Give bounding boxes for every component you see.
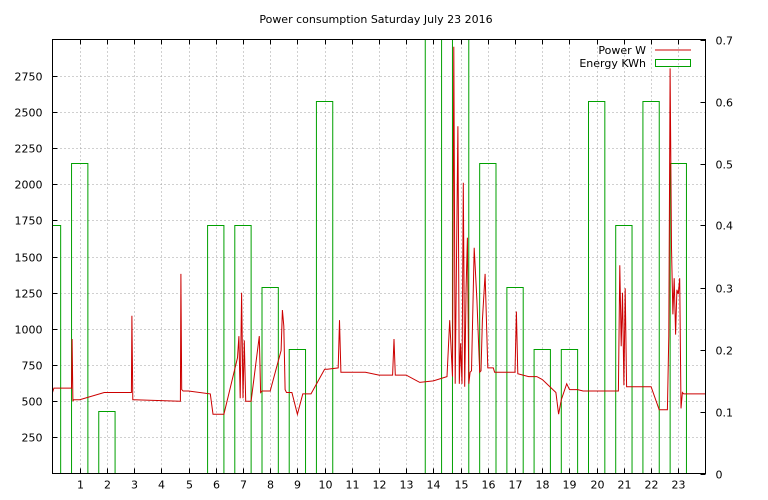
y2-tick-label: 0 (716, 469, 723, 482)
energy-bar (615, 225, 633, 474)
y2-tick-label: 0.1 (716, 407, 734, 420)
legend-swatch-energy (655, 59, 691, 67)
x-tick-label: 1 (77, 479, 84, 492)
x-tick-label: 14 (427, 479, 441, 492)
x-tick-label: 12 (373, 479, 387, 492)
x-tick-label: 16 (482, 479, 496, 492)
energy-bar (71, 163, 89, 474)
power-line (52, 46, 706, 417)
x-tick-label: 3 (131, 479, 138, 492)
x-tick-label: 19 (563, 479, 577, 492)
legend: Power W Energy KWh (579, 44, 691, 70)
energy-bar (642, 101, 660, 474)
x-tick-label: 10 (319, 479, 333, 492)
y2-tick-label: 0.3 (716, 283, 734, 296)
y-tick-label: 2250 (15, 143, 43, 156)
x-tick-label: 7 (240, 479, 247, 492)
x-tick-label: 21 (618, 479, 632, 492)
energy-bar (261, 287, 279, 474)
y-tick-label: 2000 (15, 179, 43, 192)
energy-series (52, 39, 687, 474)
y-tick-label: 250 (22, 432, 43, 445)
y2-tick-label: 0.6 (716, 97, 734, 110)
chart-title: Power consumption Saturday July 23 2016 (259, 13, 492, 26)
x-tick-label: 6 (213, 479, 220, 492)
energy-bar (588, 101, 606, 474)
x-tick-label: 11 (346, 479, 360, 492)
x-tick-label: 9 (294, 479, 301, 492)
legend-label-energy: Energy KWh (579, 57, 646, 70)
y-tick-label: 1750 (15, 215, 43, 228)
energy-bar (533, 349, 551, 474)
y-tick-label: 500 (22, 396, 43, 409)
x-tick-label: 22 (645, 479, 659, 492)
x-tick-label: 8 (267, 479, 274, 492)
x-tick-label: 18 (536, 479, 550, 492)
y-tick-label: 2750 (15, 71, 43, 84)
y-tick-label: 1500 (15, 252, 43, 265)
energy-bar (506, 287, 524, 474)
energy-bar (315, 101, 334, 474)
power-series (52, 46, 706, 417)
x-tick-label: 20 (591, 479, 605, 492)
grid (52, 39, 706, 474)
x-tick-label: 15 (455, 479, 469, 492)
x-tick-label: 2 (104, 479, 111, 492)
y-tick-label: 1250 (15, 288, 43, 301)
energy-bar (288, 349, 307, 474)
energy-bar (234, 225, 252, 474)
y-tick-label: 750 (22, 360, 43, 373)
x-tick-label: 4 (158, 479, 165, 492)
x-tick-label: 13 (400, 479, 414, 492)
x-tick-label: 5 (186, 479, 193, 492)
y2-tick-label: 0.7 (716, 35, 734, 48)
energy-bar (52, 225, 62, 474)
x-tick-label: 23 (672, 479, 686, 492)
y-tick-label: 1000 (15, 324, 43, 337)
energy-bar (479, 163, 497, 474)
y-tick-label: 2500 (15, 107, 43, 120)
energy-bar (207, 225, 225, 474)
axes: 1 2 3 4 5 6 7 8 9 10 11 12 13 14 15 16 17 18 19 20 21 22 23250… (15, 35, 734, 492)
legend-label-power: Power W (598, 44, 646, 57)
x-tick-label: 17 (509, 479, 523, 492)
y2-tick-label: 0.2 (716, 345, 734, 358)
energy-bar (560, 349, 579, 474)
energy-bar (669, 163, 687, 474)
y2-tick-label: 0.5 (716, 159, 734, 172)
y2-tick-label: 0.4 (716, 220, 734, 233)
energy-bar (98, 411, 116, 474)
